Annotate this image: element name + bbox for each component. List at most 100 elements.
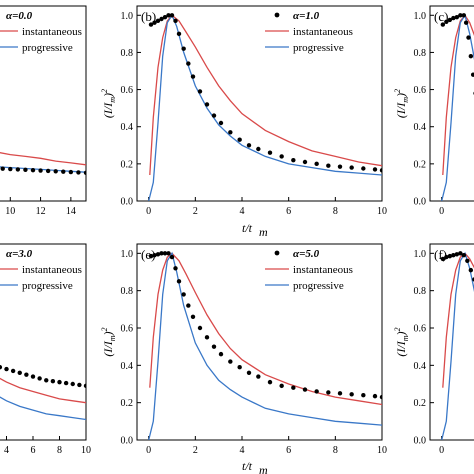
data-point bbox=[45, 168, 51, 174]
data-point bbox=[451, 15, 456, 21]
x-tick-label: 0 bbox=[439, 445, 444, 456]
x-tick-label: 4 bbox=[4, 445, 9, 456]
y-tick-label: 0.6 bbox=[414, 85, 427, 96]
svg-text:m: m bbox=[259, 225, 268, 239]
data-point bbox=[465, 258, 470, 263]
legend-progressive: progressive bbox=[293, 42, 344, 54]
panel-f: 0 0.0 0.2 0.4 0.6 0.8 1.0 (I/Im)2 (f) bbox=[393, 243, 474, 456]
data-point bbox=[461, 13, 467, 18]
y-tick-label: 0.8 bbox=[414, 48, 427, 59]
alpha-label: α=3.0 bbox=[6, 248, 33, 260]
legend-instantaneous: instantaneous bbox=[293, 264, 353, 276]
data-point bbox=[159, 16, 164, 22]
data-point bbox=[440, 22, 446, 27]
data-point bbox=[204, 102, 210, 107]
svg-text:t/t: t/t bbox=[242, 459, 253, 473]
panel-label: (f) bbox=[434, 247, 447, 262]
data-point bbox=[30, 374, 36, 379]
x-tick-label: 10 bbox=[377, 445, 387, 456]
y-tick-label: 0.8 bbox=[121, 286, 134, 297]
progressive-line bbox=[441, 251, 474, 440]
data-point bbox=[468, 53, 474, 59]
y-tick-label: 1.0 bbox=[414, 11, 427, 22]
data-point bbox=[173, 266, 178, 271]
data-point bbox=[314, 389, 319, 394]
progressive-line bbox=[0, 166, 86, 173]
data-point bbox=[228, 130, 233, 135]
data-point bbox=[218, 351, 224, 357]
progressive-line bbox=[148, 251, 382, 440]
y-tick-label: 1.0 bbox=[121, 11, 134, 22]
data-point bbox=[204, 335, 210, 340]
y-tick-label: 0.0 bbox=[414, 436, 427, 447]
data-point bbox=[155, 252, 161, 257]
panel-label: (e) bbox=[141, 247, 155, 262]
data-point bbox=[23, 167, 28, 172]
y-axis-label: (I/Im)2 bbox=[100, 327, 117, 356]
plot-frame bbox=[429, 243, 474, 441]
data-point bbox=[447, 253, 453, 259]
data-point bbox=[162, 251, 168, 256]
data-point bbox=[169, 254, 175, 260]
data-point bbox=[162, 14, 168, 20]
data-point bbox=[237, 365, 242, 370]
y-axis-label: (I/Im)2 bbox=[393, 327, 410, 356]
data-point bbox=[186, 303, 191, 308]
svg-text:t/t: t/t bbox=[242, 221, 253, 235]
svg-text:m: m bbox=[259, 463, 268, 474]
data-point bbox=[279, 154, 284, 159]
data-point bbox=[10, 368, 16, 374]
x-tick-label: 0 bbox=[439, 206, 444, 217]
y-tick-label: 1.0 bbox=[121, 249, 134, 260]
data-point bbox=[155, 18, 161, 24]
data-point bbox=[4, 366, 9, 372]
panel-c: 0 0.0 0.2 0.4 0.6 0.8 1.0 (I/Im)2 (c) bbox=[393, 5, 474, 217]
data-point bbox=[454, 14, 460, 20]
y-tick-label: 0.2 bbox=[121, 159, 134, 170]
data-point bbox=[314, 161, 319, 167]
data-point bbox=[8, 166, 13, 172]
data-point bbox=[53, 169, 58, 174]
data-point bbox=[24, 372, 29, 377]
data-point bbox=[61, 169, 66, 174]
y-tick-label: 0.4 bbox=[121, 361, 134, 372]
panel-a: 10 12 14 α=0.0 instantaneous progressive bbox=[0, 5, 87, 217]
y-tick-label: 0.6 bbox=[121, 324, 134, 335]
data-point bbox=[152, 253, 157, 258]
series-group bbox=[440, 251, 474, 440]
data-point bbox=[291, 385, 296, 390]
data-point bbox=[302, 159, 308, 165]
panel-e: 0 2 4 6 8 10 0.0 0.2 0.4 0.6 0.8 1.0 (I/Im)2 (e) α=5.0… bbox=[100, 243, 387, 456]
data-point bbox=[77, 382, 82, 388]
data-point bbox=[190, 74, 196, 79]
instantaneous-line bbox=[0, 377, 86, 404]
data-point bbox=[176, 279, 182, 284]
x-tick-label: 10 bbox=[377, 206, 387, 217]
data-point bbox=[361, 166, 366, 171]
data-point bbox=[190, 314, 196, 319]
data-point bbox=[186, 61, 191, 66]
y-tick-label: 0.2 bbox=[414, 159, 427, 170]
plot-frame bbox=[136, 243, 383, 441]
x-tick-label: 0 bbox=[146, 445, 151, 456]
x-axis-label-top: t/t m bbox=[242, 221, 268, 239]
y-tick-label: 0.2 bbox=[414, 398, 427, 409]
data-point bbox=[379, 168, 382, 173]
data-point bbox=[15, 167, 21, 172]
series-group bbox=[148, 13, 382, 201]
data-point bbox=[458, 13, 463, 18]
alpha-label: α=0.0 bbox=[6, 10, 33, 22]
data-point bbox=[246, 370, 252, 375]
data-point bbox=[211, 113, 217, 118]
data-point bbox=[466, 35, 471, 40]
data-point bbox=[326, 390, 331, 395]
data-point bbox=[463, 20, 469, 25]
x-tick-label: 8 bbox=[333, 445, 338, 456]
data-point bbox=[326, 163, 331, 168]
legend-instantaneous: instantaneous bbox=[22, 26, 82, 38]
data-point bbox=[148, 22, 154, 27]
legend-progressive: progressive bbox=[293, 280, 344, 292]
panel-label: (c) bbox=[434, 9, 448, 24]
data-point bbox=[197, 325, 203, 331]
